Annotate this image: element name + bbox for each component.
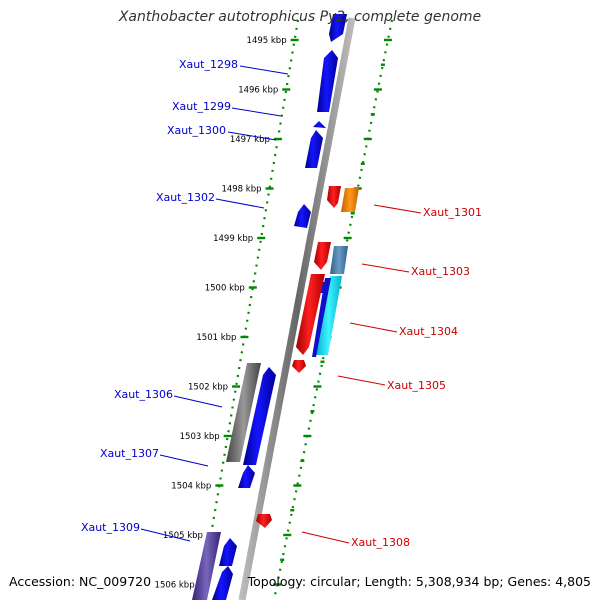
- gene-block[interactable]: [314, 242, 331, 270]
- gene-block[interactable]: [317, 50, 338, 112]
- gene-block[interactable]: [294, 204, 311, 228]
- gene-label-xaut-1306[interactable]: Xaut_1306: [114, 388, 173, 401]
- gene-label-xaut-1305[interactable]: Xaut_1305: [387, 379, 446, 392]
- ruler-label: 1501 kbp: [196, 333, 236, 343]
- gene-block[interactable]: [296, 274, 325, 355]
- ruler-label: 1500 kbp: [205, 284, 245, 294]
- gene-block[interactable]: [327, 186, 341, 208]
- ruler-label: 1495 kbp: [247, 36, 287, 46]
- genome-backbone: [238, 17, 356, 600]
- gene-label-xaut-1302[interactable]: Xaut_1302: [156, 191, 215, 204]
- gene-block[interactable]: [212, 566, 233, 600]
- ruler-label: 1503 kbp: [180, 432, 220, 442]
- ruler-label: 1496 kbp: [238, 86, 278, 96]
- gene-label-xaut-1301[interactable]: Xaut_1301: [423, 206, 482, 219]
- gene-block[interactable]: [312, 278, 331, 357]
- ruler-label: 1505 kbp: [163, 531, 203, 541]
- gene-block[interactable]: [238, 465, 255, 488]
- ruler-label: 1497 kbp: [230, 135, 270, 145]
- gene-block[interactable]: [329, 14, 347, 42]
- gene-block[interactable]: [341, 188, 359, 212]
- gene-label-xaut-1300[interactable]: Xaut_1300: [167, 124, 226, 137]
- gene-block[interactable]: [243, 367, 276, 465]
- gene-block[interactable]: [330, 246, 348, 274]
- ruler-label: 1504 kbp: [171, 482, 211, 492]
- gene-label-xaut-1307[interactable]: Xaut_1307: [100, 447, 159, 460]
- accession-text: Accession: NC_009720: [9, 574, 152, 589]
- gene-block[interactable]: [256, 514, 272, 528]
- gene-label-xaut-1309[interactable]: Xaut_1309: [81, 521, 140, 534]
- gene-label-xaut-1304[interactable]: Xaut_1304: [399, 325, 458, 338]
- gene-block[interactable]: [219, 538, 237, 566]
- gene-label-xaut-1303[interactable]: Xaut_1303: [411, 265, 470, 278]
- map-title: Xanthobacter autotrophicus Py2, complete…: [118, 9, 482, 25]
- leader-lines: [140, 65, 422, 544]
- ruler-label: 1502 kbp: [188, 383, 228, 393]
- ruler-label: 1498 kbp: [221, 185, 261, 195]
- ruler-label: 1499 kbp: [213, 234, 253, 244]
- gene-block[interactable]: [315, 276, 342, 355]
- ruler-label: 1506 kbp: [155, 581, 195, 591]
- ruler-labels: 1495 kbp 1496 kbp 1497 kbp 1498 kbp 1499 kbp…: [155, 36, 287, 591]
- gene-block[interactable]: [192, 532, 221, 600]
- gene-block[interactable]: [226, 363, 261, 462]
- gene-block[interactable]: [305, 130, 323, 168]
- summary-text: Topology: circular; Length: 5,308,934 bp…: [247, 574, 591, 589]
- gene-labels: Xaut_1298 Xaut_1299 Xaut_1300 Xaut_1302 …: [81, 58, 482, 549]
- gene-label-xaut-1298[interactable]: Xaut_1298: [179, 58, 238, 71]
- gene-label-xaut-1308[interactable]: Xaut_1308: [351, 536, 410, 549]
- gene-block[interactable]: [292, 360, 306, 373]
- gene-block[interactable]: [313, 121, 326, 128]
- gene-label-xaut-1299[interactable]: Xaut_1299: [172, 100, 231, 113]
